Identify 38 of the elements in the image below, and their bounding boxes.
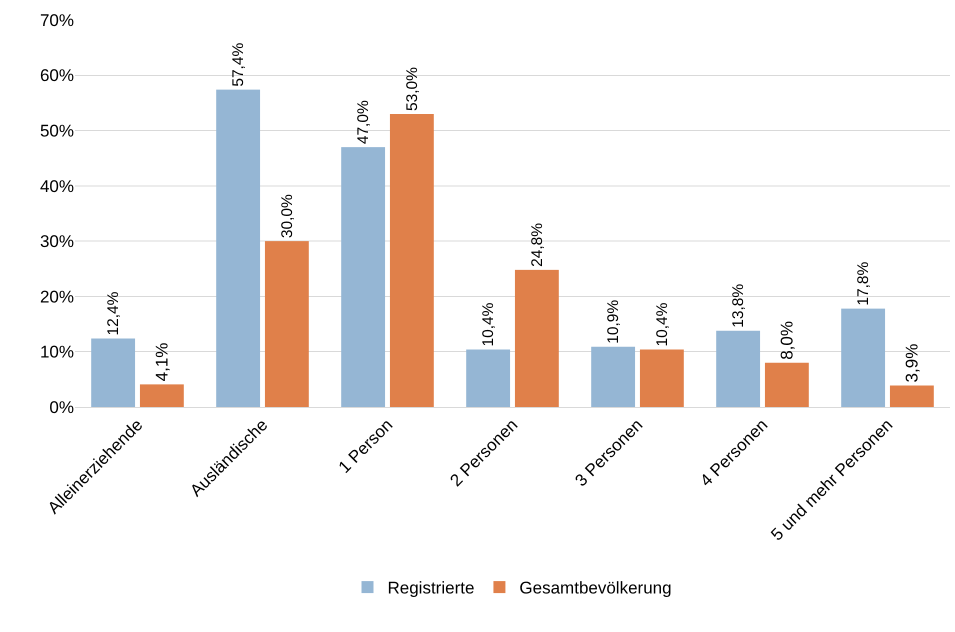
- data-label: 13,8%: [730, 284, 748, 328]
- data-label: 47,0%: [355, 100, 372, 144]
- data-label: 12,4%: [105, 291, 122, 336]
- data-label: 24,8%: [528, 222, 546, 267]
- data-label: 57,4%: [230, 42, 248, 87]
- y-tick-label: 30%: [40, 232, 74, 252]
- y-tick-label: 70%: [40, 10, 74, 30]
- data-label: 30,0%: [278, 194, 296, 238]
- bar: [514, 270, 559, 407]
- bar: [264, 241, 309, 407]
- bar: [764, 362, 809, 407]
- data-label: 10,4%: [654, 302, 671, 347]
- bar: [841, 308, 886, 407]
- bar: [341, 147, 386, 407]
- bar: [716, 330, 760, 407]
- legend-label: Registrierte: [388, 578, 474, 598]
- data-label: 4,1%: [152, 342, 172, 382]
- data-label: 53,0%: [404, 66, 421, 111]
- bar: [890, 385, 934, 407]
- legend-label: Gesamtbevölkerung: [519, 578, 672, 598]
- bar: [91, 338, 136, 407]
- data-label: 10,4%: [480, 302, 498, 347]
- bar: [140, 384, 184, 407]
- y-tick-label: 20%: [40, 287, 74, 306]
- bar: [466, 350, 510, 407]
- data-label: 10,9%: [605, 300, 622, 344]
- bar: [640, 350, 684, 407]
- y-tick-label: 0%: [49, 398, 74, 417]
- bar: [216, 90, 260, 407]
- y-tick-label: 60%: [40, 66, 74, 86]
- data-label: 17,8%: [855, 261, 872, 306]
- data-label: 3,9%: [902, 344, 922, 382]
- y-tick-label: 50%: [40, 122, 74, 141]
- data-label: 8,0%: [777, 321, 796, 360]
- y-tick-label: 10%: [40, 342, 74, 362]
- bar: [591, 346, 636, 407]
- y-tick-label: 40%: [40, 176, 74, 196]
- bar: [390, 114, 434, 407]
